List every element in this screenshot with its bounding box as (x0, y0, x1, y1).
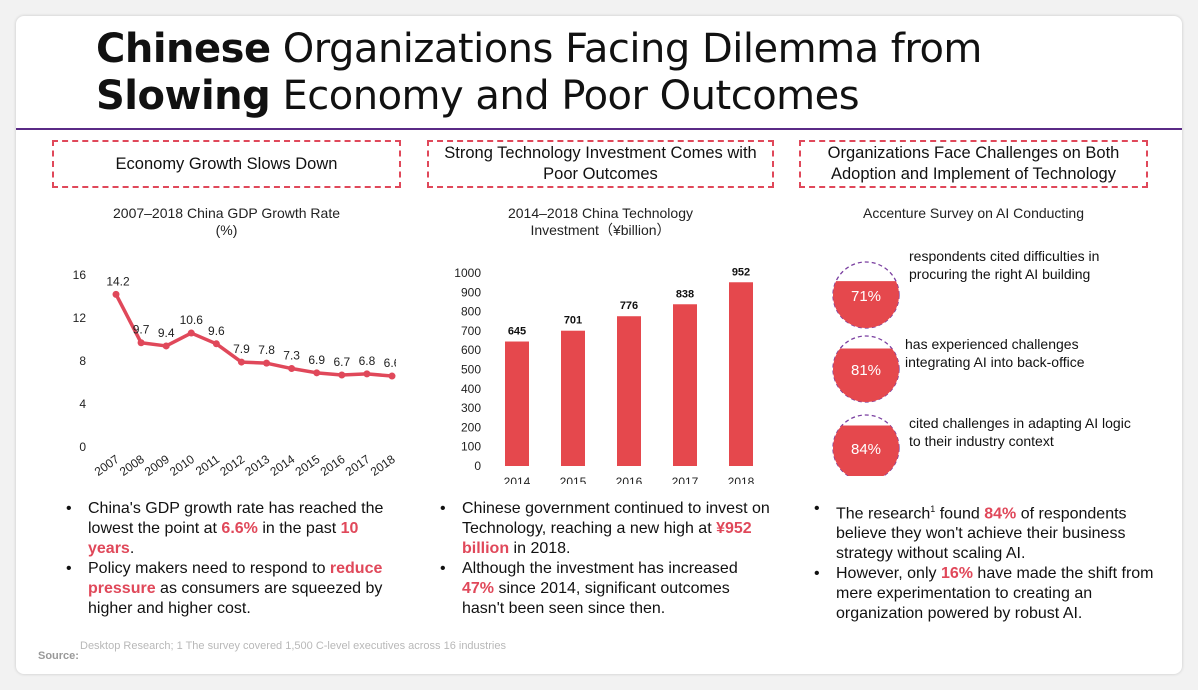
x-tick-label: 2018 (728, 475, 755, 484)
x-tick-label: 2007 (92, 452, 122, 479)
y-tick-label: 700 (461, 324, 481, 338)
x-tick-label: 2017 (343, 452, 373, 479)
bar (505, 341, 529, 466)
y-tick-label: 800 (461, 305, 481, 319)
bar (561, 330, 585, 466)
gdp-chart-title: 2007–2018 China GDP Growth Rate (%) (113, 205, 340, 238)
pie-fill (833, 281, 899, 328)
gdp-series-line (114, 293, 393, 378)
column-2-bullets: Chinese government continued to invest o… (434, 499, 774, 619)
pie-percent-label: 81% (851, 362, 881, 379)
survey-pie-charts: 71% 81% 84% (832, 261, 900, 476)
column-1-header: Economy Growth Slows Down (52, 140, 401, 188)
y-tick-label: 900 (461, 285, 481, 299)
data-point (313, 369, 321, 377)
x-tick-label: 2015 (293, 452, 323, 479)
data-label: 14.2 (106, 274, 130, 288)
data-label: 7.9 (233, 342, 250, 356)
bullet-item: However, only 16% have made the shift fr… (808, 564, 1158, 624)
data-point (112, 290, 120, 298)
data-point (162, 342, 170, 350)
bar-value-label: 952 (732, 266, 750, 278)
y-tick-label: 200 (461, 420, 481, 434)
data-label: 6.6 (384, 356, 396, 370)
data-point (137, 339, 145, 347)
y-tick-label: 16 (73, 268, 87, 282)
y-tick-label: 12 (73, 311, 87, 325)
x-tick-label: 2014 (267, 452, 297, 479)
pie-fill (833, 425, 899, 476)
data-point (338, 371, 346, 379)
data-point (212, 340, 220, 348)
x-tick-label: 2008 (117, 452, 147, 479)
data-point (363, 370, 371, 378)
x-tick-label: 2018 (368, 452, 396, 479)
x-tick-label: 2015 (560, 475, 587, 484)
data-point (187, 329, 195, 337)
x-tick-label: 2017 (672, 475, 699, 484)
y-tick-label: 0 (79, 440, 86, 454)
pie-outline (832, 335, 900, 403)
bullet-item: Policy makers need to respond to reduce … (60, 559, 400, 619)
bar (729, 282, 753, 466)
bullet-item: China's GDP growth rate has reached the … (60, 499, 400, 559)
x-tick-label: 2014 (504, 475, 531, 484)
survey-item-3-text: cited challenges in adapting AI logic to… (909, 415, 1131, 449)
pie-percent-label: 84% (851, 441, 881, 458)
data-label: 10.6 (180, 313, 204, 327)
bullet-item: Chinese government continued to invest o… (434, 499, 774, 559)
bar (617, 316, 641, 466)
survey-item-2-text: has experienced challenges integrating A… (905, 336, 1085, 370)
data-label: 9.6 (208, 324, 225, 338)
y-tick-label: 400 (461, 382, 481, 396)
data-point (288, 365, 296, 373)
bullet-item: Although the investment has increased 47… (434, 559, 774, 619)
y-tick-label: 0 (474, 459, 481, 473)
data-label: 7.3 (283, 349, 300, 363)
column-1-bullets: China's GDP growth rate has reached the … (60, 499, 400, 619)
y-tick-label: 8 (79, 354, 86, 368)
slide: Chinese Organizations Facing Dilemma fro… (16, 16, 1182, 674)
data-point (237, 358, 245, 366)
bar (673, 304, 697, 466)
bar-value-label: 701 (564, 315, 582, 327)
data-point (263, 359, 271, 367)
x-tick-label: 2012 (217, 452, 247, 479)
bar-value-label: 645 (508, 326, 526, 338)
y-tick-label: 1000 (454, 266, 481, 280)
survey-chart-title: Accenture Survey on AI Conducting (862, 205, 1085, 221)
page-title: Chinese Organizations Facing Dilemma fro… (96, 26, 982, 119)
data-label: 9.4 (158, 326, 175, 340)
y-tick-label: 100 (461, 440, 481, 454)
data-label: 7.8 (258, 343, 275, 357)
bar-value-label: 776 (620, 300, 638, 312)
x-tick-label: 2011 (193, 452, 222, 478)
x-tick-label: 2016 (616, 475, 643, 484)
x-tick-label: 2013 (242, 452, 272, 479)
title-divider (16, 128, 1182, 130)
data-label: 6.8 (359, 354, 376, 368)
x-tick-label: 2010 (167, 452, 197, 479)
pie-percent-label: 71% (851, 288, 881, 305)
data-label: 9.7 (133, 323, 150, 337)
y-tick-label: 4 (79, 397, 86, 411)
pie-fill (833, 348, 899, 402)
investment-chart-title: 2014–2018 China Technology Investment（¥bi… (507, 205, 693, 238)
column-2-header: Strong Technology Investment Comes with … (427, 140, 774, 188)
gdp-line-chart: 0 4 8 12 16 14.2 9.7 9.4 10.6 9.6 7.9 7.8 7.3 6.9 6.7 6… (73, 268, 396, 479)
investment-bar-chart: 0 100 200 300 400 500 600 700 800 900 1000 645 2014 7… (454, 266, 755, 484)
y-tick-label: 300 (461, 401, 481, 415)
data-point (388, 372, 396, 380)
bar-value-label: 838 (676, 288, 694, 300)
column-3-header: Organizations Face Challenges on Both Ad… (799, 140, 1148, 188)
y-tick-label: 600 (461, 343, 481, 357)
data-label: 6.7 (333, 355, 350, 369)
y-tick-label: 500 (461, 363, 481, 377)
survey-item-1-text: respondents cited difficulties in procur… (909, 248, 1100, 282)
x-tick-label: 2016 (318, 452, 348, 479)
bullet-item: The research1 found 84% of respondents b… (808, 499, 1158, 564)
x-tick-label: 2009 (142, 452, 172, 479)
data-label: 6.9 (308, 353, 325, 367)
column-3-bullets: The research1 found 84% of respondents b… (808, 499, 1158, 624)
